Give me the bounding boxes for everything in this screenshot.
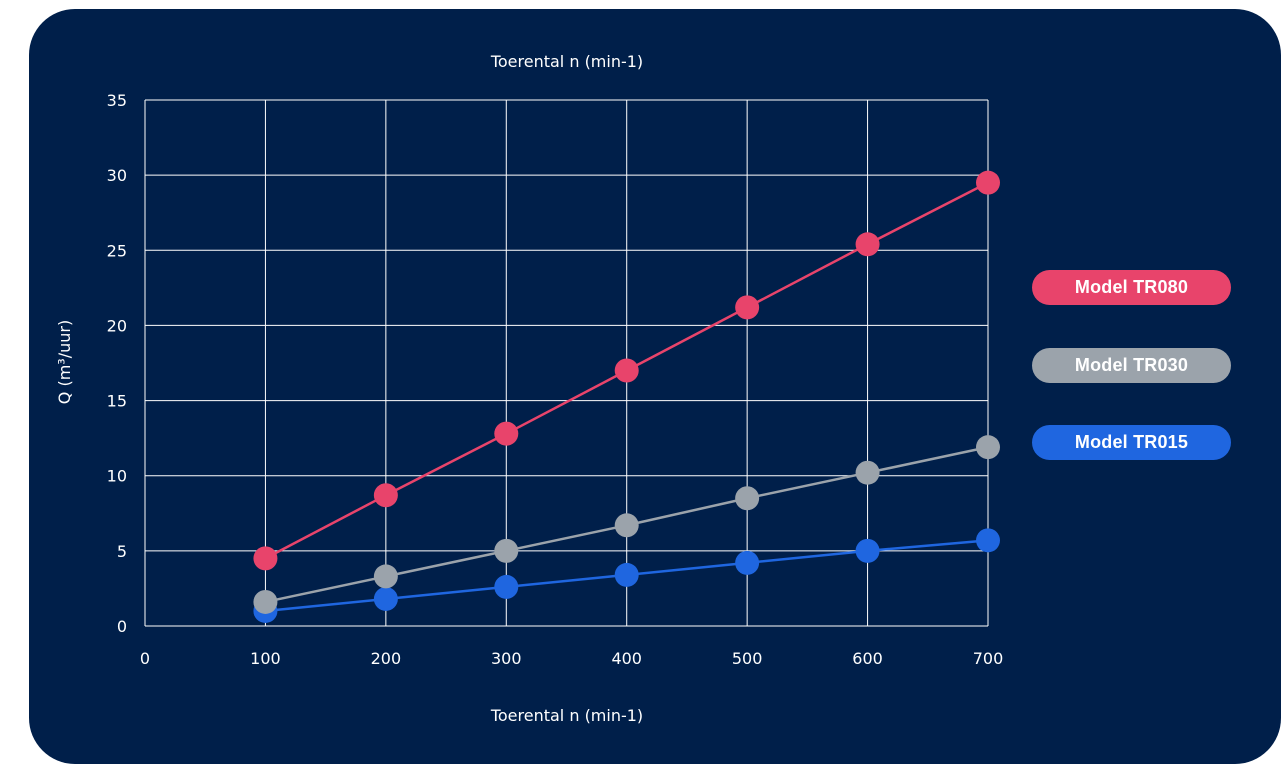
data-point-series-1 — [373, 564, 398, 589]
x-tick-labels: 0 100 200 300 400 500 600 700 — [140, 649, 1003, 668]
x-tick-label: 200 — [371, 649, 402, 668]
data-point-series-1 — [614, 513, 639, 538]
y-tick-label: 20 — [107, 316, 127, 335]
legend-item-tr080: Model TR080 — [1032, 270, 1231, 305]
data-point-series-2 — [855, 538, 880, 563]
x-tick-label: 700 — [973, 649, 1004, 668]
x-axis-label: Toerental n (min-1) — [490, 706, 643, 725]
y-tick-label: 35 — [107, 91, 127, 110]
data-point-series-2 — [373, 586, 398, 611]
data-point-series-0 — [373, 483, 398, 508]
data-point-series-0 — [855, 232, 880, 257]
y-axis-label: Q (m³/uur) — [55, 320, 74, 404]
legend-item-tr015: Model TR015 — [1032, 425, 1231, 460]
data-point-series-1 — [494, 538, 519, 563]
y-tick-label: 10 — [107, 467, 127, 486]
x-tick-label: 100 — [250, 649, 281, 668]
y-tick-label: 25 — [107, 241, 127, 260]
data-point-series-1 — [855, 460, 880, 485]
y-tick-label: 30 — [107, 166, 127, 185]
data-point-series-2 — [614, 562, 639, 587]
chart-card — [29, 9, 1281, 764]
data-point-series-2 — [735, 550, 760, 575]
data-point-series-0 — [253, 546, 278, 571]
x-tick-label: 400 — [611, 649, 642, 668]
series-points — [253, 170, 1000, 623]
data-point-series-0 — [494, 421, 519, 446]
data-point-series-0 — [735, 295, 760, 320]
y-tick-label: 0 — [117, 617, 127, 636]
data-point-series-0 — [976, 170, 1000, 195]
data-point-series-0 — [614, 358, 639, 383]
y-tick-label: 5 — [117, 542, 127, 561]
data-point-series-2 — [494, 574, 519, 599]
data-point-series-1 — [253, 589, 278, 614]
legend-item-tr030: Model TR030 — [1032, 348, 1231, 383]
data-point-series-1 — [976, 435, 1000, 460]
y-tick-label: 15 — [107, 392, 127, 411]
x-tick-label: 0 — [140, 649, 150, 668]
x-tick-label: 300 — [491, 649, 522, 668]
y-tick-labels: 0 5 10 15 20 25 30 35 — [107, 91, 127, 636]
top-axis-label: Toerental n (min-1) — [490, 52, 643, 71]
x-tick-label: 500 — [732, 649, 763, 668]
data-point-series-1 — [735, 486, 760, 511]
x-tick-label: 600 — [852, 649, 883, 668]
data-point-series-2 — [976, 528, 1000, 553]
